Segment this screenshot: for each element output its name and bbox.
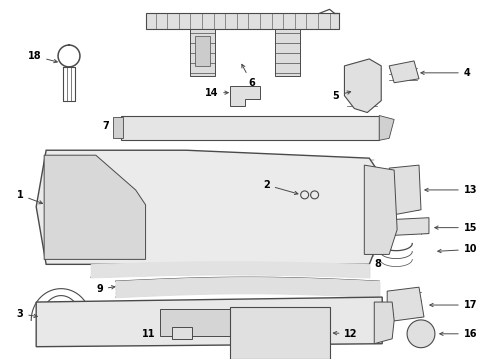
Text: 9: 9	[96, 284, 115, 294]
Text: 6: 6	[242, 64, 255, 88]
Polygon shape	[389, 165, 421, 215]
Text: 14: 14	[205, 88, 228, 98]
Text: 4: 4	[421, 68, 470, 78]
Polygon shape	[36, 150, 377, 264]
Polygon shape	[44, 155, 146, 260]
Text: 13: 13	[425, 185, 477, 195]
Polygon shape	[196, 36, 210, 66]
Text: 17: 17	[430, 300, 477, 310]
Polygon shape	[121, 116, 379, 140]
Polygon shape	[113, 117, 122, 138]
Text: 16: 16	[440, 329, 477, 339]
Text: 2: 2	[263, 180, 298, 194]
Polygon shape	[190, 29, 215, 76]
Polygon shape	[407, 320, 435, 348]
Polygon shape	[389, 218, 429, 235]
Polygon shape	[146, 13, 340, 29]
Text: 15: 15	[435, 222, 477, 233]
Text: 7: 7	[102, 121, 119, 131]
Polygon shape	[379, 116, 394, 140]
Polygon shape	[275, 29, 300, 76]
Text: 18: 18	[27, 51, 57, 63]
Text: 10: 10	[438, 244, 477, 255]
Polygon shape	[387, 287, 424, 321]
Polygon shape	[230, 86, 260, 105]
Text: 1: 1	[17, 190, 43, 204]
Polygon shape	[172, 327, 192, 339]
Polygon shape	[36, 297, 382, 347]
Polygon shape	[365, 165, 397, 255]
Text: 3: 3	[17, 309, 37, 319]
Polygon shape	[374, 302, 394, 344]
Text: 8: 8	[363, 259, 381, 270]
Text: 12: 12	[333, 329, 358, 339]
Text: 5: 5	[333, 91, 351, 101]
Polygon shape	[389, 61, 419, 83]
Polygon shape	[161, 309, 300, 336]
Polygon shape	[230, 307, 329, 359]
Polygon shape	[344, 59, 381, 113]
Text: 11: 11	[142, 329, 169, 339]
